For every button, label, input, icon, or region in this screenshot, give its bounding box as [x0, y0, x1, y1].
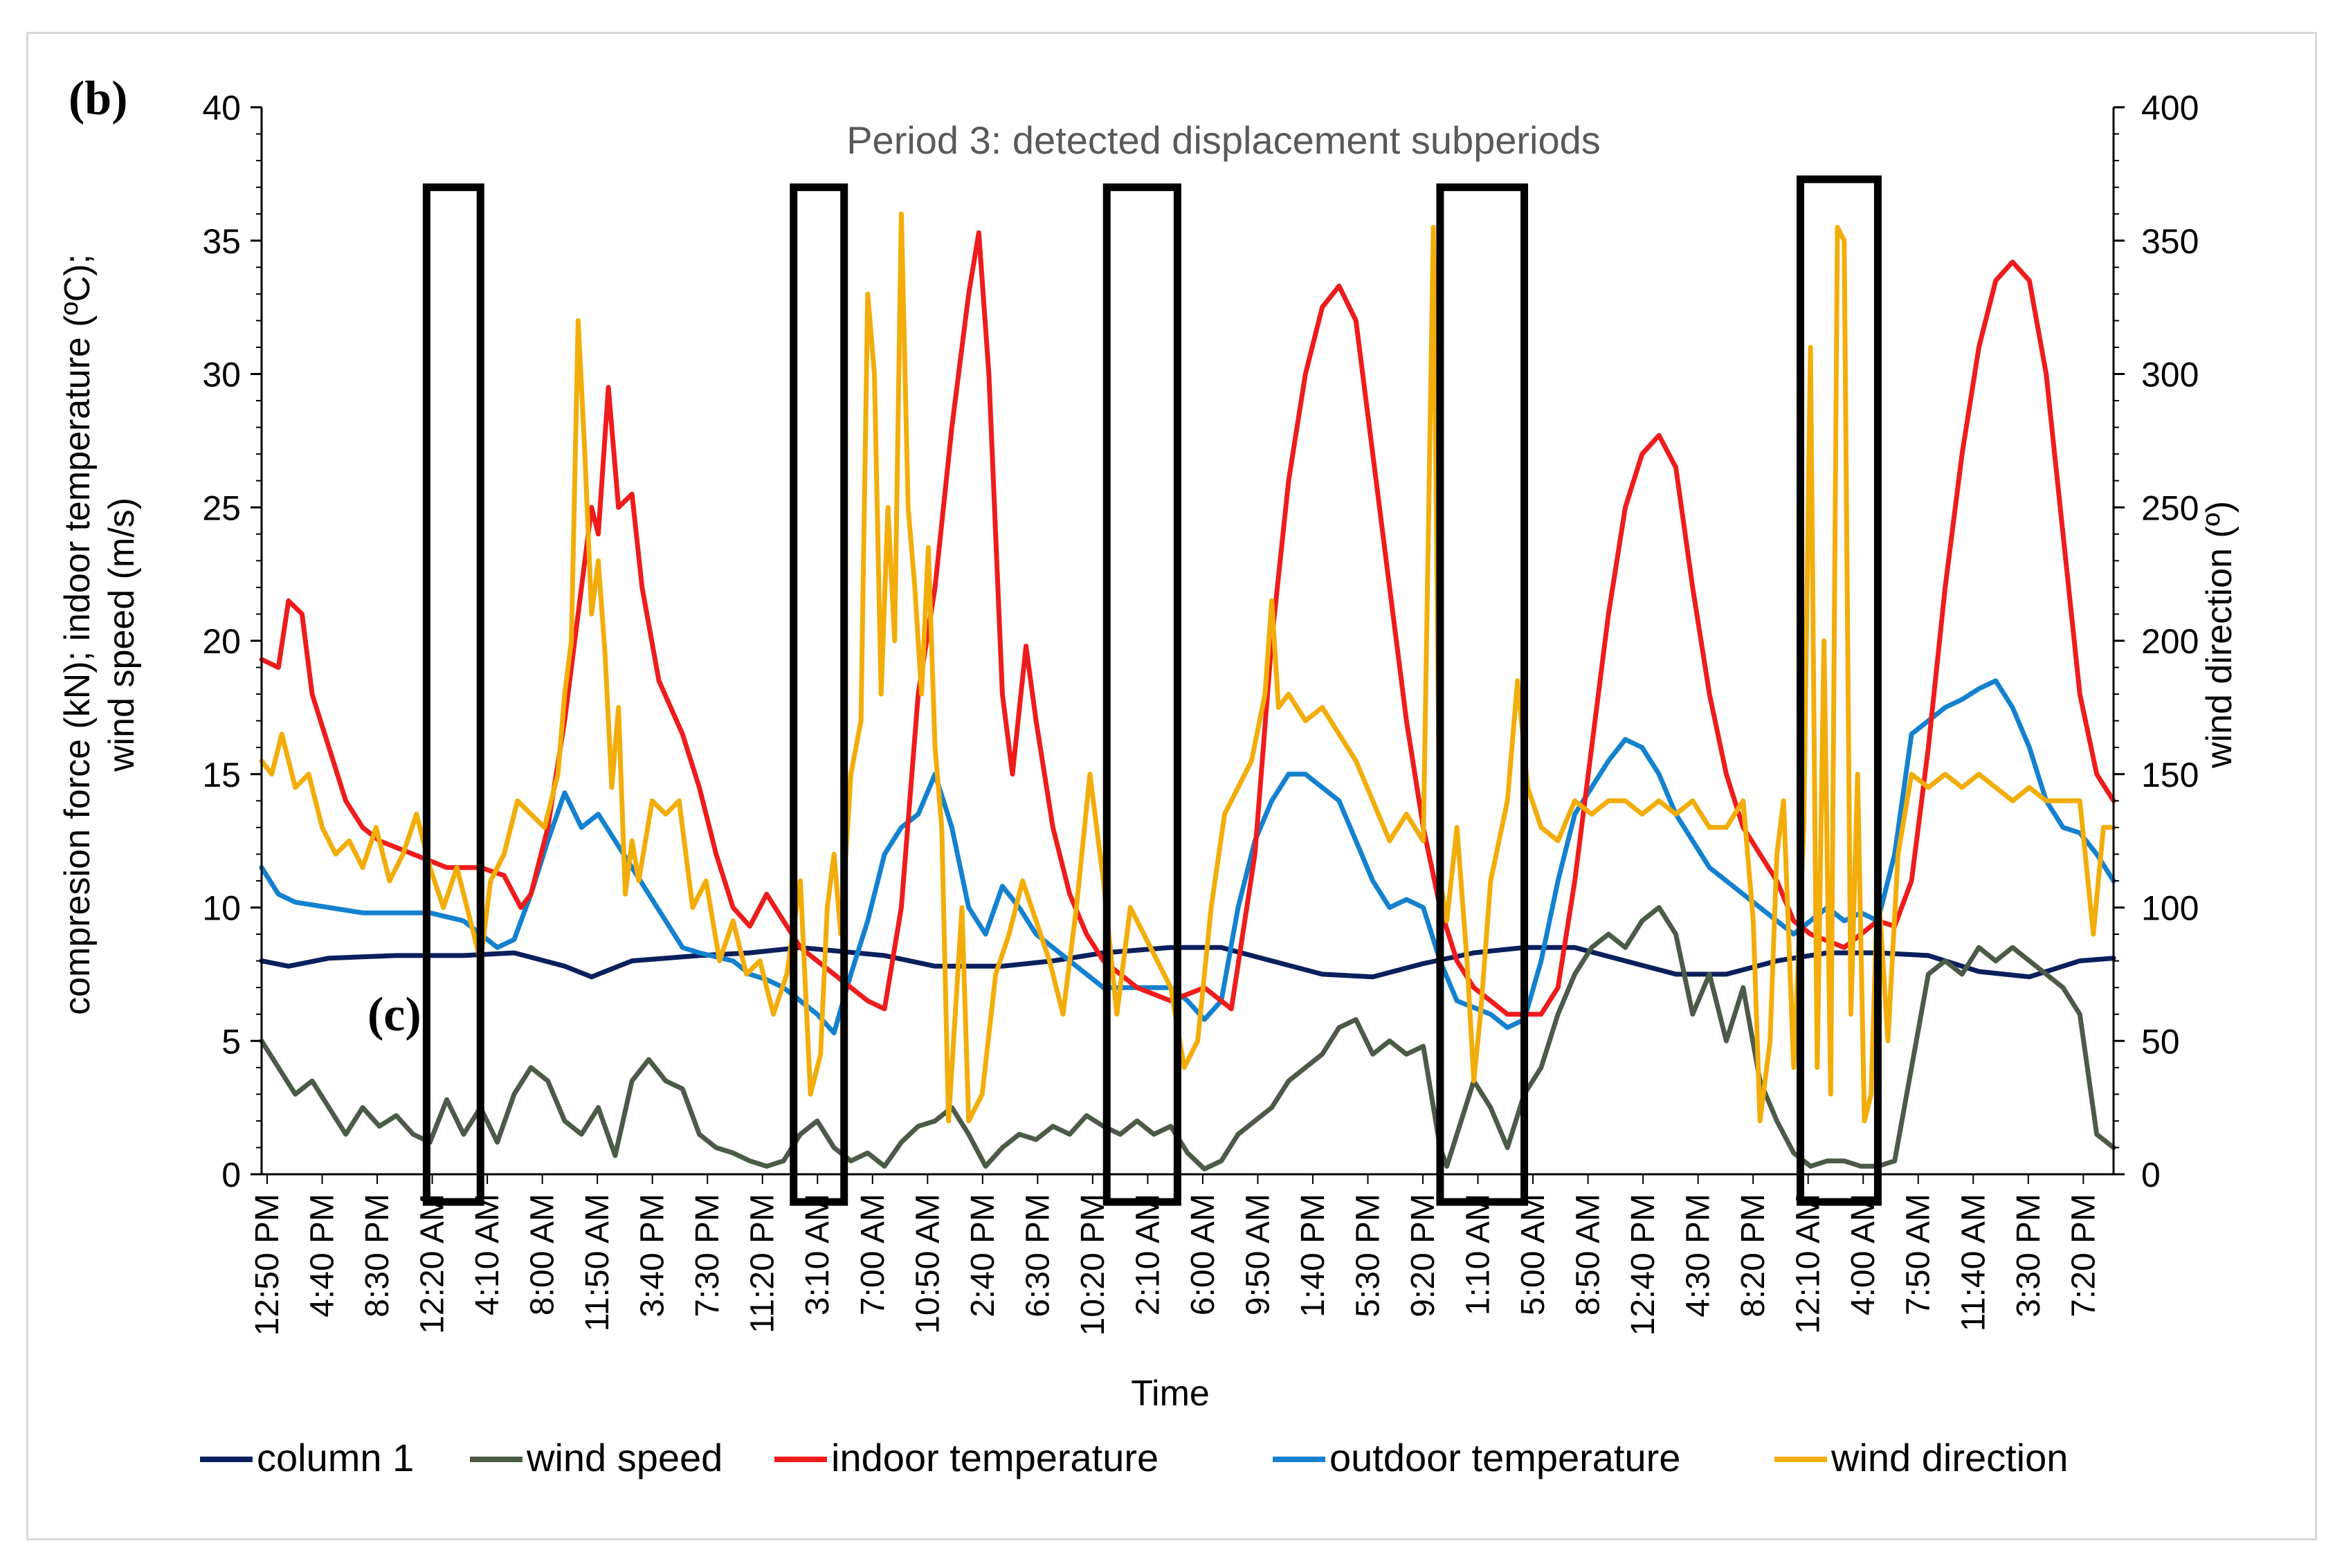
y-left-tick-label: 0	[221, 1156, 241, 1194]
chart-frame: 0 5 10 15 20 25 30 35 40 0 50 100 150 200 250 300 350 400…	[26, 32, 2317, 1540]
x-tick-label: 4:10 AM	[469, 1194, 506, 1315]
x-tick-label: 5:30 PM	[1350, 1194, 1386, 1318]
x-tick-label: 9:50 AM	[1239, 1194, 1276, 1315]
x-tick-label: 2:10 AM	[1129, 1194, 1166, 1315]
y-right-tick-label: 100	[2141, 889, 2199, 928]
x-tick-label: 7:00 AM	[855, 1194, 891, 1315]
legend-label: wind speed	[526, 1436, 723, 1479]
y-left-tick-label: 20	[202, 622, 241, 661]
y-right-tick-label: 200	[2141, 622, 2199, 661]
y-right-tick-label: 300	[2141, 356, 2199, 394]
x-tick-label: 1:10 AM	[1460, 1194, 1497, 1315]
y-axis-title-left-line2: wind speed (m/s)	[102, 498, 142, 772]
x-axis-title: Time	[1131, 1374, 1210, 1414]
x-tick-label: 7:50 AM	[1900, 1194, 1937, 1315]
x-tick-label: 10:50 AM	[909, 1194, 946, 1334]
x-tick-label: 10:20 PM	[1075, 1194, 1111, 1335]
y-right-tick-label: 150	[2141, 756, 2199, 794]
y-right-tick-label: 250	[2141, 489, 2199, 527]
y-left-tick-label: 30	[202, 356, 241, 394]
x-tick-label: 12:20 AM	[415, 1194, 451, 1334]
x-tick-label: 12:50 PM	[249, 1194, 286, 1335]
highlight-box-3	[1102, 183, 1181, 1206]
legend-label: indoor temperature	[831, 1436, 1159, 1479]
x-tick-label: 11:50 AM	[579, 1194, 616, 1331]
y-left-tick-label: 40	[202, 89, 241, 127]
chart-title: Period 3: detected displacement subperio…	[846, 118, 1601, 162]
y-right-tick-label: 400	[2141, 89, 2199, 127]
legend-label: column 1	[257, 1436, 414, 1479]
series-line-indoor-temperature	[259, 230, 2116, 1017]
chart: 0510152025303540050100150200250300350400…	[57, 72, 2239, 1479]
highlight-box-1	[422, 183, 484, 1206]
x-tick-label: 3:10 AM	[799, 1194, 836, 1315]
series-lines	[259, 211, 2116, 1172]
y-left-tick-label: 10	[202, 889, 241, 928]
y-right-tick-label: 350	[2141, 222, 2199, 261]
y-right-tick-label: 0	[2141, 1156, 2161, 1194]
y-right-tick-label: 50	[2141, 1022, 2180, 1061]
axes	[251, 106, 2125, 1184]
y-left-tick-label: 25	[202, 489, 241, 527]
y-left-tick-label: 15	[202, 756, 241, 794]
x-tick-label: 7:20 PM	[2065, 1194, 2102, 1318]
x-tick-label: 8:30 PM	[359, 1194, 396, 1318]
legend: column 1 wind speed indoor temperature outd…	[200, 1436, 2068, 1479]
series-line-column-1	[259, 945, 2116, 980]
highlight-box-4	[1436, 183, 1529, 1206]
y-axis-title-right: wind direction (º)	[2199, 501, 2239, 769]
x-tick-label: 3:40 PM	[635, 1194, 671, 1318]
x-tick-label: 7:30 PM	[689, 1194, 726, 1318]
x-tick-label: 4:00 AM	[1845, 1194, 1882, 1315]
highlight-box-2	[790, 183, 848, 1206]
x-tick-label: 12:40 PM	[1625, 1194, 1662, 1335]
panel-label-b: (b)	[69, 72, 128, 125]
x-tick-label: 6:30 PM	[1019, 1194, 1056, 1318]
panel-label-c: (c)	[367, 988, 421, 1041]
legend-label: outdoor temperature	[1329, 1436, 1680, 1479]
x-tick-label: 2:40 PM	[965, 1194, 1001, 1318]
legend-label: wind direction	[1830, 1436, 2068, 1479]
y-left-tick-label: 5	[221, 1022, 241, 1061]
highlight-box-5	[1797, 175, 1882, 1206]
x-tick-label: 8:20 PM	[1735, 1194, 1772, 1318]
x-tick-label: 6:00 AM	[1185, 1194, 1221, 1315]
x-tick-label: 11:40 AM	[1955, 1194, 1992, 1331]
y-left-tick-label: 35	[202, 222, 241, 261]
tick-labels: 0510152025303540050100150200250300350400…	[202, 89, 2199, 1335]
x-tick-label: 4:40 PM	[305, 1194, 341, 1318]
y-axis-title-left-line1: compresion force (kN); indoor temperatur…	[57, 254, 98, 1015]
x-tick-label: 8:50 AM	[1570, 1194, 1607, 1315]
highlight-boxes	[422, 175, 1882, 1206]
x-tick-label: 9:20 PM	[1405, 1194, 1442, 1318]
x-tick-label: 3:30 PM	[2010, 1194, 2047, 1318]
x-tick-label: 5:00 AM	[1515, 1194, 1552, 1315]
x-tick-label: 4:30 PM	[1680, 1194, 1717, 1318]
x-tick-label: 1:40 PM	[1295, 1194, 1332, 1318]
x-tick-label: 12:10 AM	[1790, 1194, 1827, 1334]
series-line-wind-direction	[259, 211, 2116, 1124]
x-tick-label: 8:00 AM	[525, 1194, 561, 1315]
x-tick-label: 11:20 PM	[745, 1194, 781, 1333]
